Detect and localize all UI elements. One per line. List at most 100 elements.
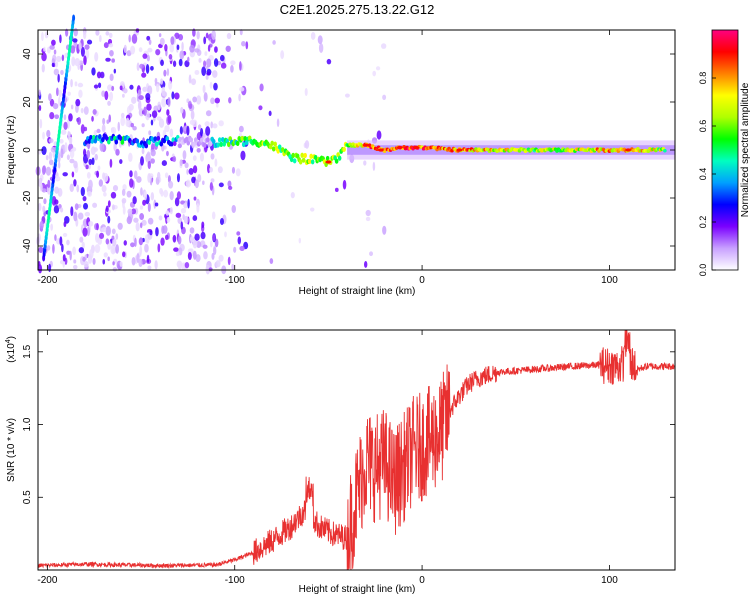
spectrogram-speck — [146, 35, 151, 41]
spectrogram-speck — [334, 187, 339, 192]
spectrogram-speck — [47, 245, 51, 251]
spectrogram-speck — [382, 94, 387, 100]
spectrogram-speck — [77, 212, 84, 220]
spectrogram-speck — [49, 44, 55, 50]
spectrogram-speck — [107, 200, 111, 208]
spectrogram-speck — [214, 158, 218, 167]
spectrogram-speck — [112, 267, 118, 272]
spectrogram-hotspot — [456, 148, 463, 152]
spectrogram-speck — [165, 210, 170, 216]
spectrogram-speck — [148, 39, 152, 45]
spectrogram-speck — [102, 117, 106, 125]
spectrogram-x-tick-label: 0 — [419, 275, 425, 286]
spectrogram-speck — [91, 115, 94, 122]
spectrogram-ridge-cell — [147, 139, 152, 145]
spectrogram-speck — [108, 43, 114, 48]
spectrogram-speck — [304, 87, 308, 97]
spectrogram-speck — [126, 190, 132, 198]
spectrogram-speck — [52, 243, 55, 254]
spectrogram-speck — [177, 262, 182, 271]
spectrogram-speck — [380, 43, 387, 49]
spectrogram-y-ticks: -40 -20 0 20 40 — [22, 48, 675, 253]
spectrogram-speck — [82, 227, 88, 237]
spectrogram-speck — [66, 154, 70, 161]
spectrogram-speck — [73, 179, 77, 187]
spectrogram-speck — [211, 30, 216, 41]
spectrogram-speck — [68, 136, 73, 145]
spectrogram-speck — [166, 109, 170, 116]
spectrogram-speck — [54, 114, 60, 120]
spectrogram-speck — [139, 222, 143, 229]
spectrogram-speck — [158, 215, 163, 221]
spectrogram-speck — [161, 160, 167, 167]
spectrogram-speck — [228, 185, 233, 190]
spectrogram-speck — [158, 118, 165, 128]
spectrogram-speck — [180, 107, 184, 114]
spectrogram-speck — [179, 159, 183, 167]
spectrogram-speck — [147, 202, 151, 213]
spectrogram-speck — [190, 110, 195, 120]
spectrogram-speck — [66, 239, 70, 246]
spectrogram-speck — [79, 236, 84, 243]
spectrogram-speck — [43, 46, 46, 52]
spectrogram-speck — [239, 245, 245, 252]
spectrogram-speck — [111, 204, 115, 211]
spectrogram-speck — [131, 96, 137, 104]
spectrogram-speck — [150, 149, 156, 157]
spectrogram-speck — [138, 47, 143, 53]
spectrogram-hotspot — [362, 143, 369, 147]
spectrogram-speck — [272, 40, 276, 45]
spectrogram-speck — [177, 217, 183, 224]
spectrogram-speck — [96, 128, 101, 134]
spectrogram-ridge-cell — [663, 148, 667, 153]
spectrogram-speck — [98, 34, 102, 43]
spectrogram-ridge-cell — [241, 141, 246, 148]
spectrogram-speck — [172, 234, 177, 243]
spectrogram-speck — [218, 182, 224, 188]
spectrogram-speck — [172, 60, 177, 67]
spectrogram-speck — [93, 129, 97, 136]
spectrogram-speck — [96, 170, 100, 178]
spectrogram-speck — [167, 97, 171, 108]
colorbar-tick-label: 0.0 — [698, 264, 708, 277]
spectrogram-speck — [73, 160, 78, 169]
spectrogram-speck — [146, 54, 150, 62]
spectrogram-speck — [309, 207, 315, 212]
spectrogram-speck — [136, 176, 142, 183]
spectrogram-speck — [53, 205, 60, 214]
spectrogram-speck — [61, 243, 64, 253]
spectrogram-ridge-cell — [199, 137, 204, 143]
spectrogram-ridge-cell — [114, 139, 119, 145]
spectrogram-speck — [48, 151, 53, 161]
spectrogram-speck — [133, 170, 138, 180]
spectrogram-speck — [48, 159, 54, 166]
spectrogram-ridge-cell — [270, 140, 274, 146]
spectrogram-speck — [74, 81, 78, 87]
spectrogram-speck — [48, 138, 54, 144]
spectrogram-ridge-cell — [226, 141, 231, 147]
spectrogram-speck — [42, 131, 45, 140]
spectrogram-ridge-cell — [98, 133, 102, 140]
spectrogram-speck — [136, 62, 140, 71]
spectrogram-speck — [41, 52, 47, 62]
spectrogram-speck — [205, 126, 211, 136]
spectrogram-speck — [214, 97, 221, 104]
snr-y-tick-label: 0.5 — [22, 490, 33, 504]
spectrogram-speck — [214, 238, 219, 248]
spectrogram-ridge-cell — [144, 143, 149, 149]
spectrogram-speck — [142, 53, 148, 59]
spectrogram-speck — [121, 188, 126, 197]
spectrogram-speck — [119, 159, 123, 164]
svg-text:(x104): (x104) — [5, 336, 17, 363]
spectrogram-speck — [105, 238, 110, 245]
spectrogram-speck — [57, 153, 61, 163]
spectrogram-speck — [157, 243, 161, 253]
spectrogram-speck — [154, 202, 159, 207]
spectrogram-speck — [130, 45, 136, 55]
spectrogram-x-tick-label: -100 — [225, 275, 245, 286]
spectrogram-speck — [104, 90, 109, 101]
spectrogram-speck — [120, 116, 126, 127]
spectrogram-speck — [212, 233, 216, 242]
spectrogram-speck — [189, 103, 193, 110]
spectrogram-speck — [123, 240, 127, 246]
